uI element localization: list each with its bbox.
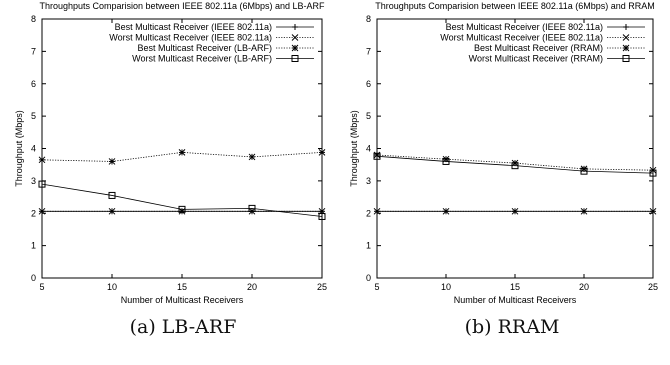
x-tick-label: 10 (107, 282, 117, 292)
y-axis-label: Throughput (Mbps) (349, 110, 359, 187)
x-tick-label: 10 (441, 282, 451, 292)
series-2-point (108, 207, 116, 215)
series-2-point (38, 207, 46, 215)
y-tick-label: 4 (31, 144, 36, 154)
chart-panel-b: Throughputs Comparision between IEEE 802… (335, 0, 670, 315)
series-2-point (373, 207, 381, 215)
series-4 (373, 152, 657, 177)
legend-marker-2 (622, 34, 630, 41)
legend-entry-1: Best Multicast Receiver (IEEE 802.11a) (115, 22, 272, 32)
legend-marker-1 (623, 24, 629, 30)
legend-entry-4: Worst Multicast Receiver (RRAM) (469, 54, 603, 64)
x-axis-label: Number of Multicast Receivers (121, 295, 244, 305)
x-tick-label: 25 (648, 282, 658, 292)
series-4-point (108, 191, 116, 199)
x-tick-label: 20 (579, 282, 589, 292)
y-tick-label: 7 (366, 46, 371, 56)
series-line-4 (376, 155, 654, 174)
x-tick-label: 25 (317, 282, 327, 292)
x-tick-label: 15 (510, 282, 520, 292)
series-2 (373, 207, 657, 215)
y-tick-label: 3 (366, 176, 371, 186)
caption-b: (b) RRAM (464, 316, 560, 338)
y-tick-label: 0 (366, 273, 371, 283)
series-2-point (649, 207, 657, 215)
chart-b: Throughputs Comparision between IEEE 802… (349, 1, 658, 305)
x-tick-label: 20 (247, 282, 257, 292)
y-tick-label: 0 (31, 273, 36, 283)
legend-entry-1: Best Multicast Receiver (IEEE 802.11a) (446, 22, 603, 32)
legend: Best Multicast Receiver (IEEE 802.11a)Wo… (440, 22, 645, 64)
x-tick-label: 15 (177, 282, 187, 292)
y-tick-label: 1 (366, 241, 371, 251)
x-axis-label: Number of Multicast Receivers (454, 295, 577, 305)
legend-entry-2: Worst Multicast Receiver (IEEE 802.11a) (109, 33, 272, 43)
series-4-point (178, 205, 186, 213)
series-4-point (511, 162, 519, 170)
series-3 (38, 149, 326, 165)
legend-entry-4: Worst Multicast Receiver (LB-ARF) (132, 54, 272, 64)
chart-title: Throughputs Comparision between IEEE 802… (375, 1, 654, 11)
legend-marker-2 (291, 34, 299, 41)
series-4-point (580, 167, 588, 175)
y-tick-label: 7 (31, 46, 36, 56)
series-4-point (38, 180, 46, 188)
series-3-point (178, 149, 186, 156)
series-2-point (511, 207, 519, 215)
legend-marker-4 (622, 55, 630, 62)
legend-marker-3 (291, 44, 299, 52)
series-4-point (248, 204, 256, 212)
x-tick-label: 5 (39, 282, 44, 292)
y-tick-label: 6 (366, 79, 371, 89)
y-tick-label: 3 (31, 176, 36, 186)
series-4-point (318, 212, 326, 220)
y-tick-label: 6 (31, 79, 36, 89)
series-3-point (38, 156, 46, 164)
y-tick-label: 2 (366, 208, 371, 218)
y-tick-label: 4 (366, 144, 371, 154)
y-tick-label: 8 (31, 14, 36, 24)
y-tick-label: 5 (366, 111, 371, 121)
chart-title: Throughputs Comparision between IEEE 802… (40, 1, 325, 11)
y-tick-label: 1 (31, 241, 36, 251)
x-tick-label: 5 (374, 282, 379, 292)
legend-entry-3: Best Multicast Receiver (LB-ARF) (137, 43, 272, 53)
legend-entry-2: Worst Multicast Receiver (IEEE 802.11a) (440, 33, 603, 43)
series-4 (38, 180, 326, 220)
series-4-point (649, 169, 657, 177)
y-tick-label: 2 (31, 208, 36, 218)
legend-entry-3: Best Multicast Receiver (RRAM) (474, 43, 603, 53)
series-3-point (248, 153, 256, 161)
series-line-4 (41, 183, 323, 217)
legend: Best Multicast Receiver (IEEE 802.11a)Wo… (109, 22, 314, 64)
y-axis-label: Throughput (Mbps) (14, 110, 24, 187)
series-2-point (442, 207, 450, 215)
y-tick-label: 8 (366, 14, 371, 24)
series-4-point (373, 152, 381, 160)
legend-marker-4 (291, 55, 299, 62)
chart-a: Throughputs Comparision between IEEE 802… (14, 1, 327, 305)
caption-a: (a) LB-ARF (129, 316, 237, 338)
series-2-point (580, 207, 588, 215)
series-4-point (442, 157, 450, 165)
y-tick-label: 5 (31, 111, 36, 121)
series-3-point (318, 149, 326, 156)
series-3-point (108, 158, 116, 165)
chart-panel-a: Throughputs Comparision between IEEE 802… (0, 0, 335, 315)
legend-marker-3 (622, 44, 630, 52)
legend-marker-1 (292, 24, 298, 30)
